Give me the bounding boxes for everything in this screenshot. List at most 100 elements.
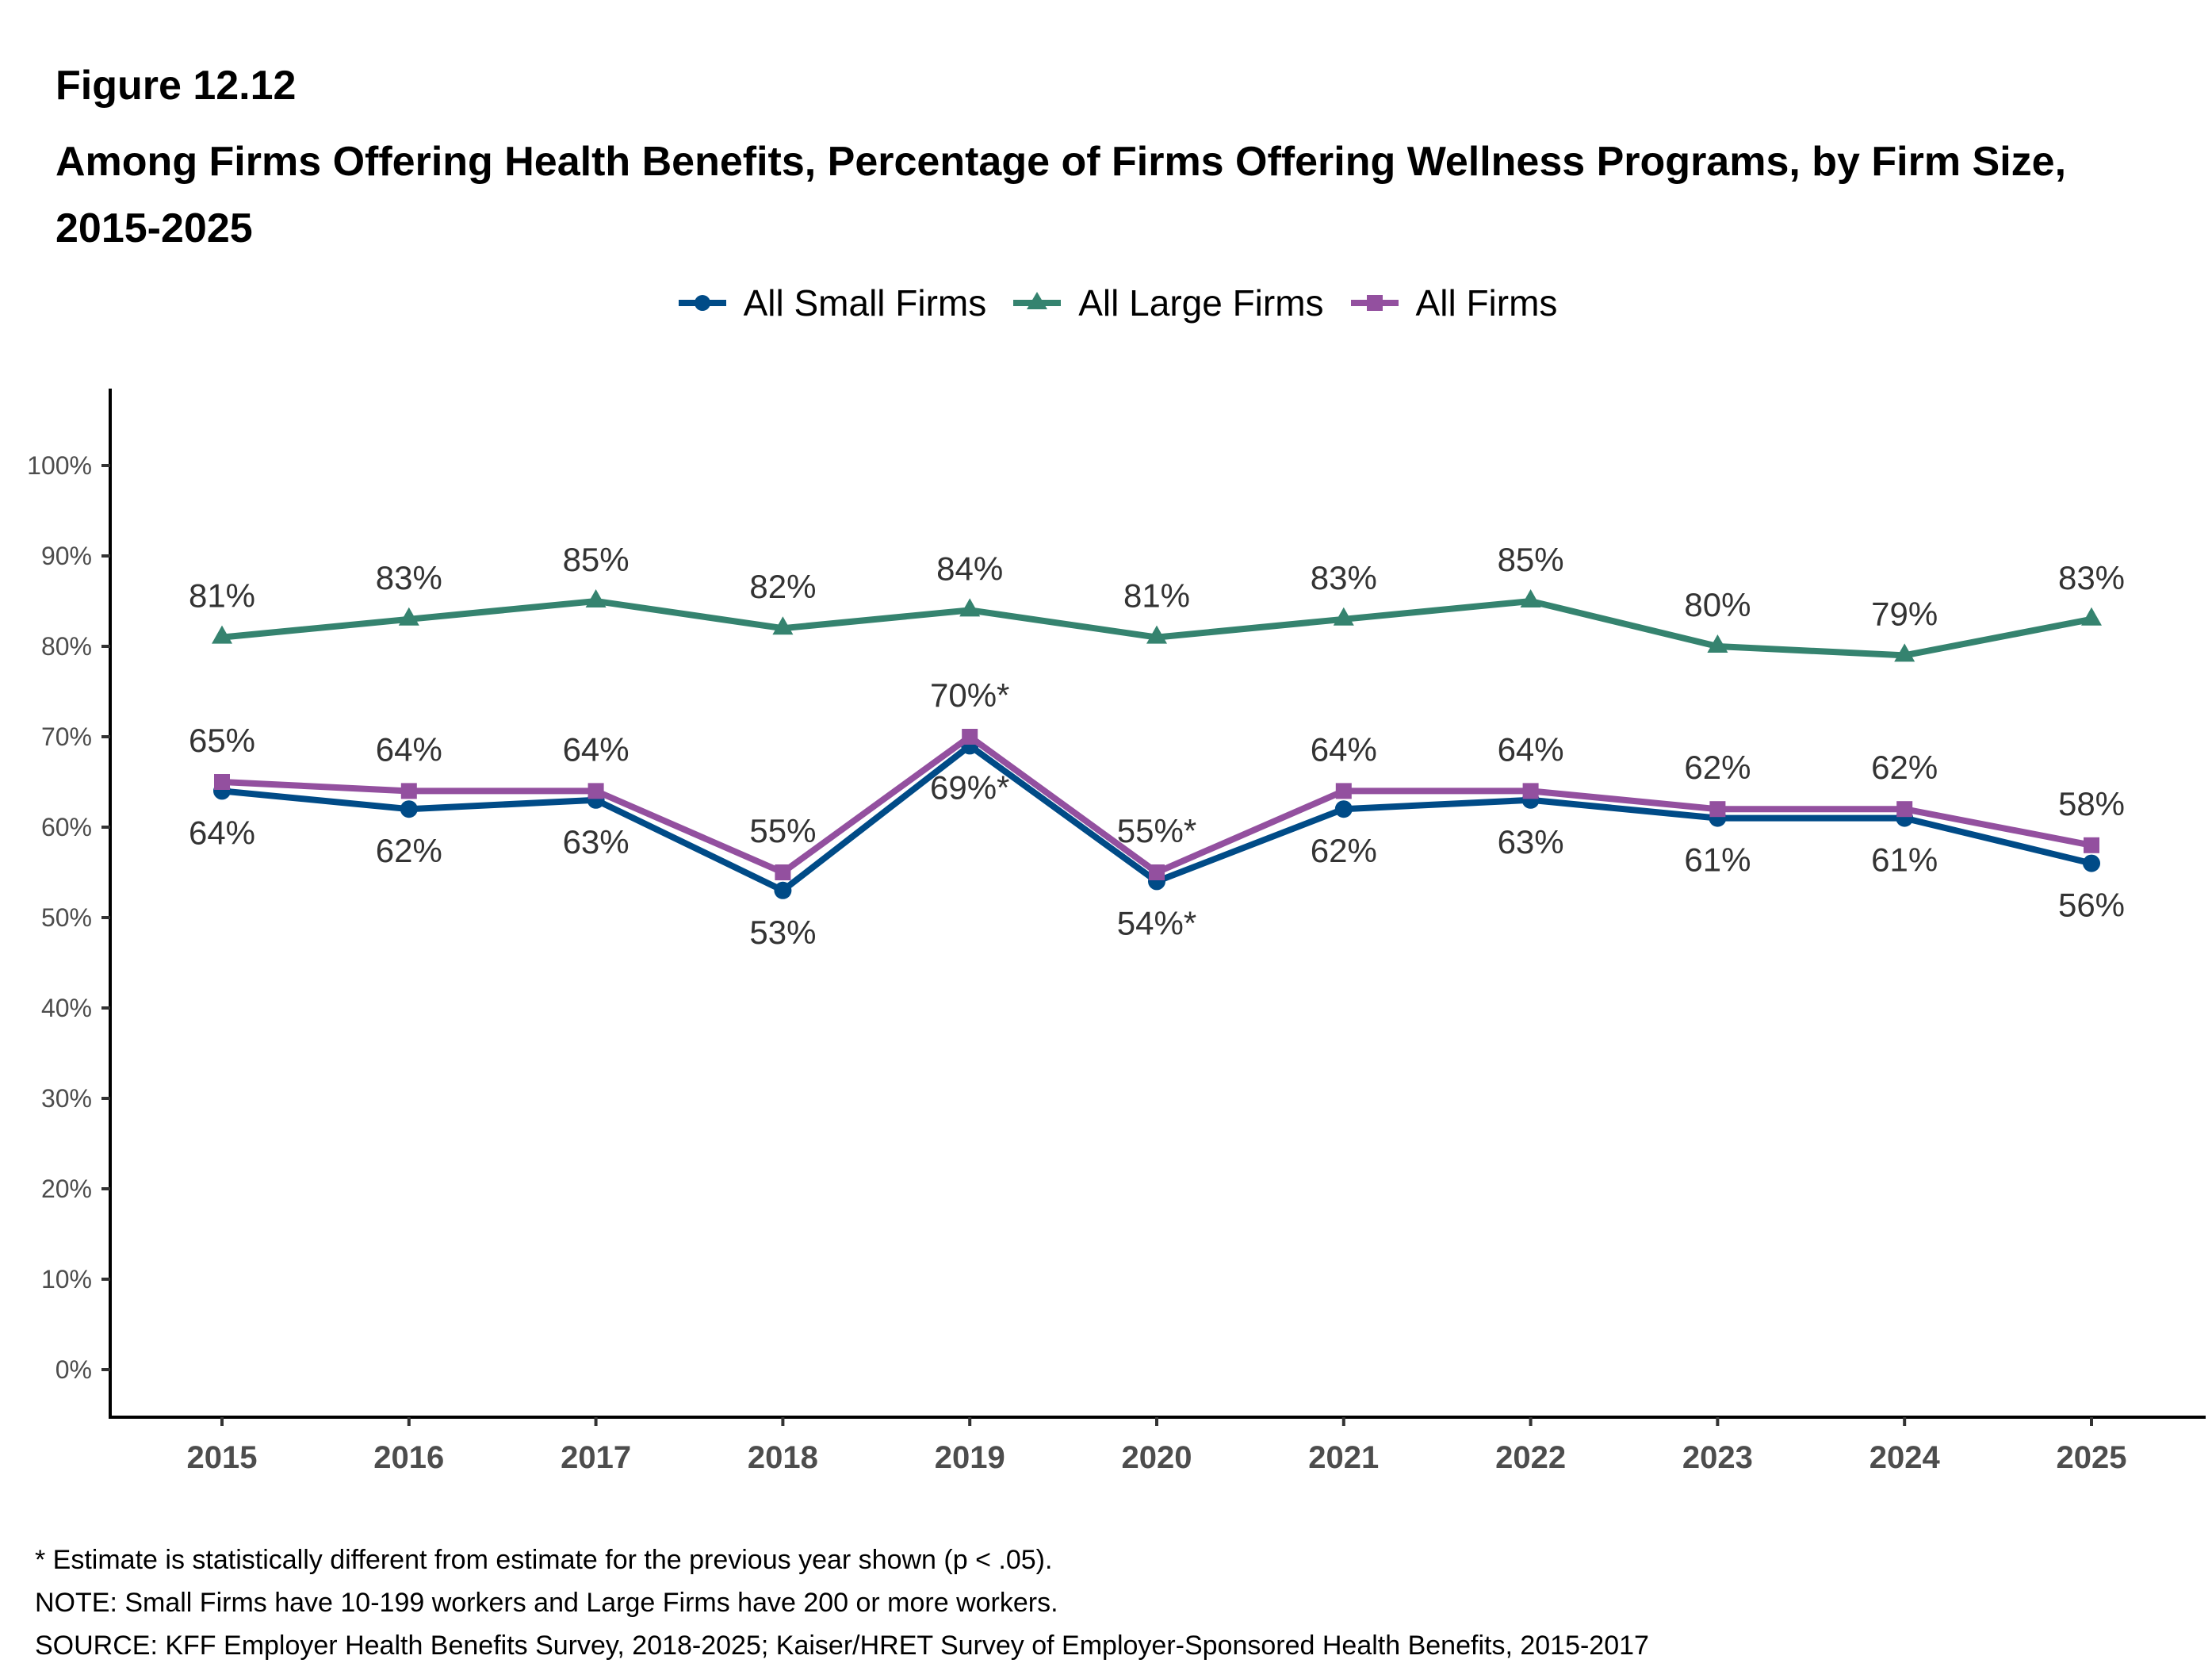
data-point-all-firms [214,774,230,790]
data-label-all-large-firms: 83% [1311,559,1377,596]
legend: All Small Firms All Large Firms All Firm… [0,282,2212,324]
data-point-all-firms [1709,801,1726,818]
y-tick-label: 60% [41,813,92,841]
data-label-all-small-firms: 53% [749,914,816,951]
source-note: SOURCE: KFF Employer Health Benefits Sur… [35,1631,1649,1661]
y-tick-label: 40% [41,994,92,1022]
data-point-all-firms [1522,783,1539,799]
data-label-all-large-firms: 83% [376,559,442,596]
x-tick-label: 2016 [373,1440,444,1475]
y-tick-label: 10% [41,1265,92,1293]
legend-label: All Firms [1415,282,1558,324]
data-label-all-large-firms: 85% [563,541,630,578]
y-tick-label: 30% [41,1084,92,1113]
y-tick-label: 90% [41,542,92,570]
legend-item-all-firms: All Firms [1350,282,1558,324]
data-label-all-firms: 62% [1684,749,1751,786]
data-label-all-small-firms: 63% [1498,823,1564,860]
y-tick-label: 20% [41,1175,92,1203]
data-label-all-firms: 64% [1498,730,1564,768]
y-tick-label: 100% [27,451,92,480]
data-labels-layer: 81% 83% 85% 82% 84% 81% 83% 85% 80% 79% 83% 64% 62% 6… [189,541,2125,951]
data-label-all-small-firms: 56% [2058,887,2125,924]
data-label-all-small-firms: 62% [376,832,442,869]
data-label-all-firms: 55%* [1117,812,1196,849]
data-label-all-small-firms: 61% [1684,841,1751,879]
footnotes: * Estimate is statistically different fr… [35,1539,1649,1667]
data-label-all-firms: 58% [2058,785,2125,822]
legend-item-small-firms: All Small Firms [678,282,987,324]
data-label-all-small-firms: 62% [1311,832,1377,869]
data-label-all-large-firms: 81% [1123,577,1190,615]
legend-key-square-icon [1350,295,1399,311]
data-label-all-firms: 64% [563,730,630,768]
data-point-all-large-firms [959,598,981,617]
data-label-all-small-firms: 54%* [1117,904,1196,941]
data-label-all-firms: 62% [1871,749,1938,786]
data-point-all-firms [962,729,978,745]
significance-note: * Estimate is statistically different fr… [35,1545,1053,1575]
data-point-all-firms [1149,864,1165,880]
x-tick-label: 2017 [561,1440,631,1475]
legend-key-triangle-icon [1013,292,1062,309]
data-label-all-large-firms: 84% [936,550,1003,587]
x-tick-label: 2024 [1869,1440,1941,1475]
data-point-all-large-firms [585,589,607,607]
x-tick-label: 2015 [187,1440,258,1475]
data-point-all-large-firms [212,625,232,644]
data-point-all-large-firms [772,616,794,635]
data-point-all-small-firms [2083,854,2100,872]
legend-item-large-firms: All Large Firms [1013,282,1324,324]
legend-key-circle-icon [678,295,726,311]
data-label-all-small-firms: 63% [563,823,630,860]
x-tick-label: 2023 [1682,1440,1753,1475]
data-label-all-small-firms: 61% [1871,841,1938,879]
data-point-all-large-firms [1333,607,1354,626]
data-label-all-large-firms: 80% [1684,586,1751,623]
data-point-all-firms [400,783,417,799]
data-point-all-large-firms [398,607,419,626]
data-label-all-large-firms: 85% [1498,541,1564,578]
legend-marker [1366,295,1383,311]
data-label-all-firms: 65% [189,722,255,759]
data-point-all-firms [587,783,604,799]
data-point-all-large-firms [2081,607,2102,626]
x-tick-label: 2020 [1122,1440,1192,1475]
legend-label: All Small Firms [743,282,987,324]
data-label-all-large-firms: 82% [749,568,816,605]
firm-size-note: NOTE: Small Firms have 10-199 workers an… [35,1588,1058,1618]
data-point-all-small-firms [400,800,418,818]
data-label-all-firms: 70%* [930,676,1009,714]
y-tick-label: 50% [41,903,92,932]
figure-label: Figure 12.12 [55,63,297,109]
series-all-large-firms [212,589,2102,662]
y-tick-label: 70% [41,722,92,751]
y-tick-label: 0% [55,1355,92,1384]
x-tick-label: 2022 [1495,1440,1566,1475]
data-point-all-large-firms [1894,643,1915,662]
x-tick-label: 2018 [748,1440,818,1475]
data-point-all-small-firms [774,881,792,899]
data-point-all-firms [2084,837,2099,853]
legend-marker [1027,292,1048,309]
data-point-all-large-firms [1520,589,1541,607]
series-all-firms [214,729,2099,880]
data-point-all-large-firms [1707,634,1728,653]
data-point-all-firms [1335,783,1352,799]
legend-label: All Large Firms [1078,282,1324,324]
data-label-all-small-firms: 69%* [930,768,1009,806]
x-tick-label: 2021 [1308,1440,1379,1475]
axes: 0% 10% 20% 30% 40% 50% 60% 70% 80% 90% 100% 2015 201… [27,389,2206,1475]
data-point-all-firms [1896,801,1913,818]
data-label-all-large-firms: 83% [2058,559,2125,596]
data-label-all-small-firms: 64% [189,814,255,851]
data-label-all-firms: 55% [749,812,816,849]
y-tick-label: 80% [41,632,92,661]
figure-title: Among Firms Offering Health Benefits, Pe… [55,139,2067,251]
data-label-all-firms: 64% [376,730,442,768]
legend-marker [694,295,710,311]
series-layer [212,589,2102,899]
x-tick-label: 2025 [2057,1440,2127,1475]
data-point-all-firms [775,864,791,880]
